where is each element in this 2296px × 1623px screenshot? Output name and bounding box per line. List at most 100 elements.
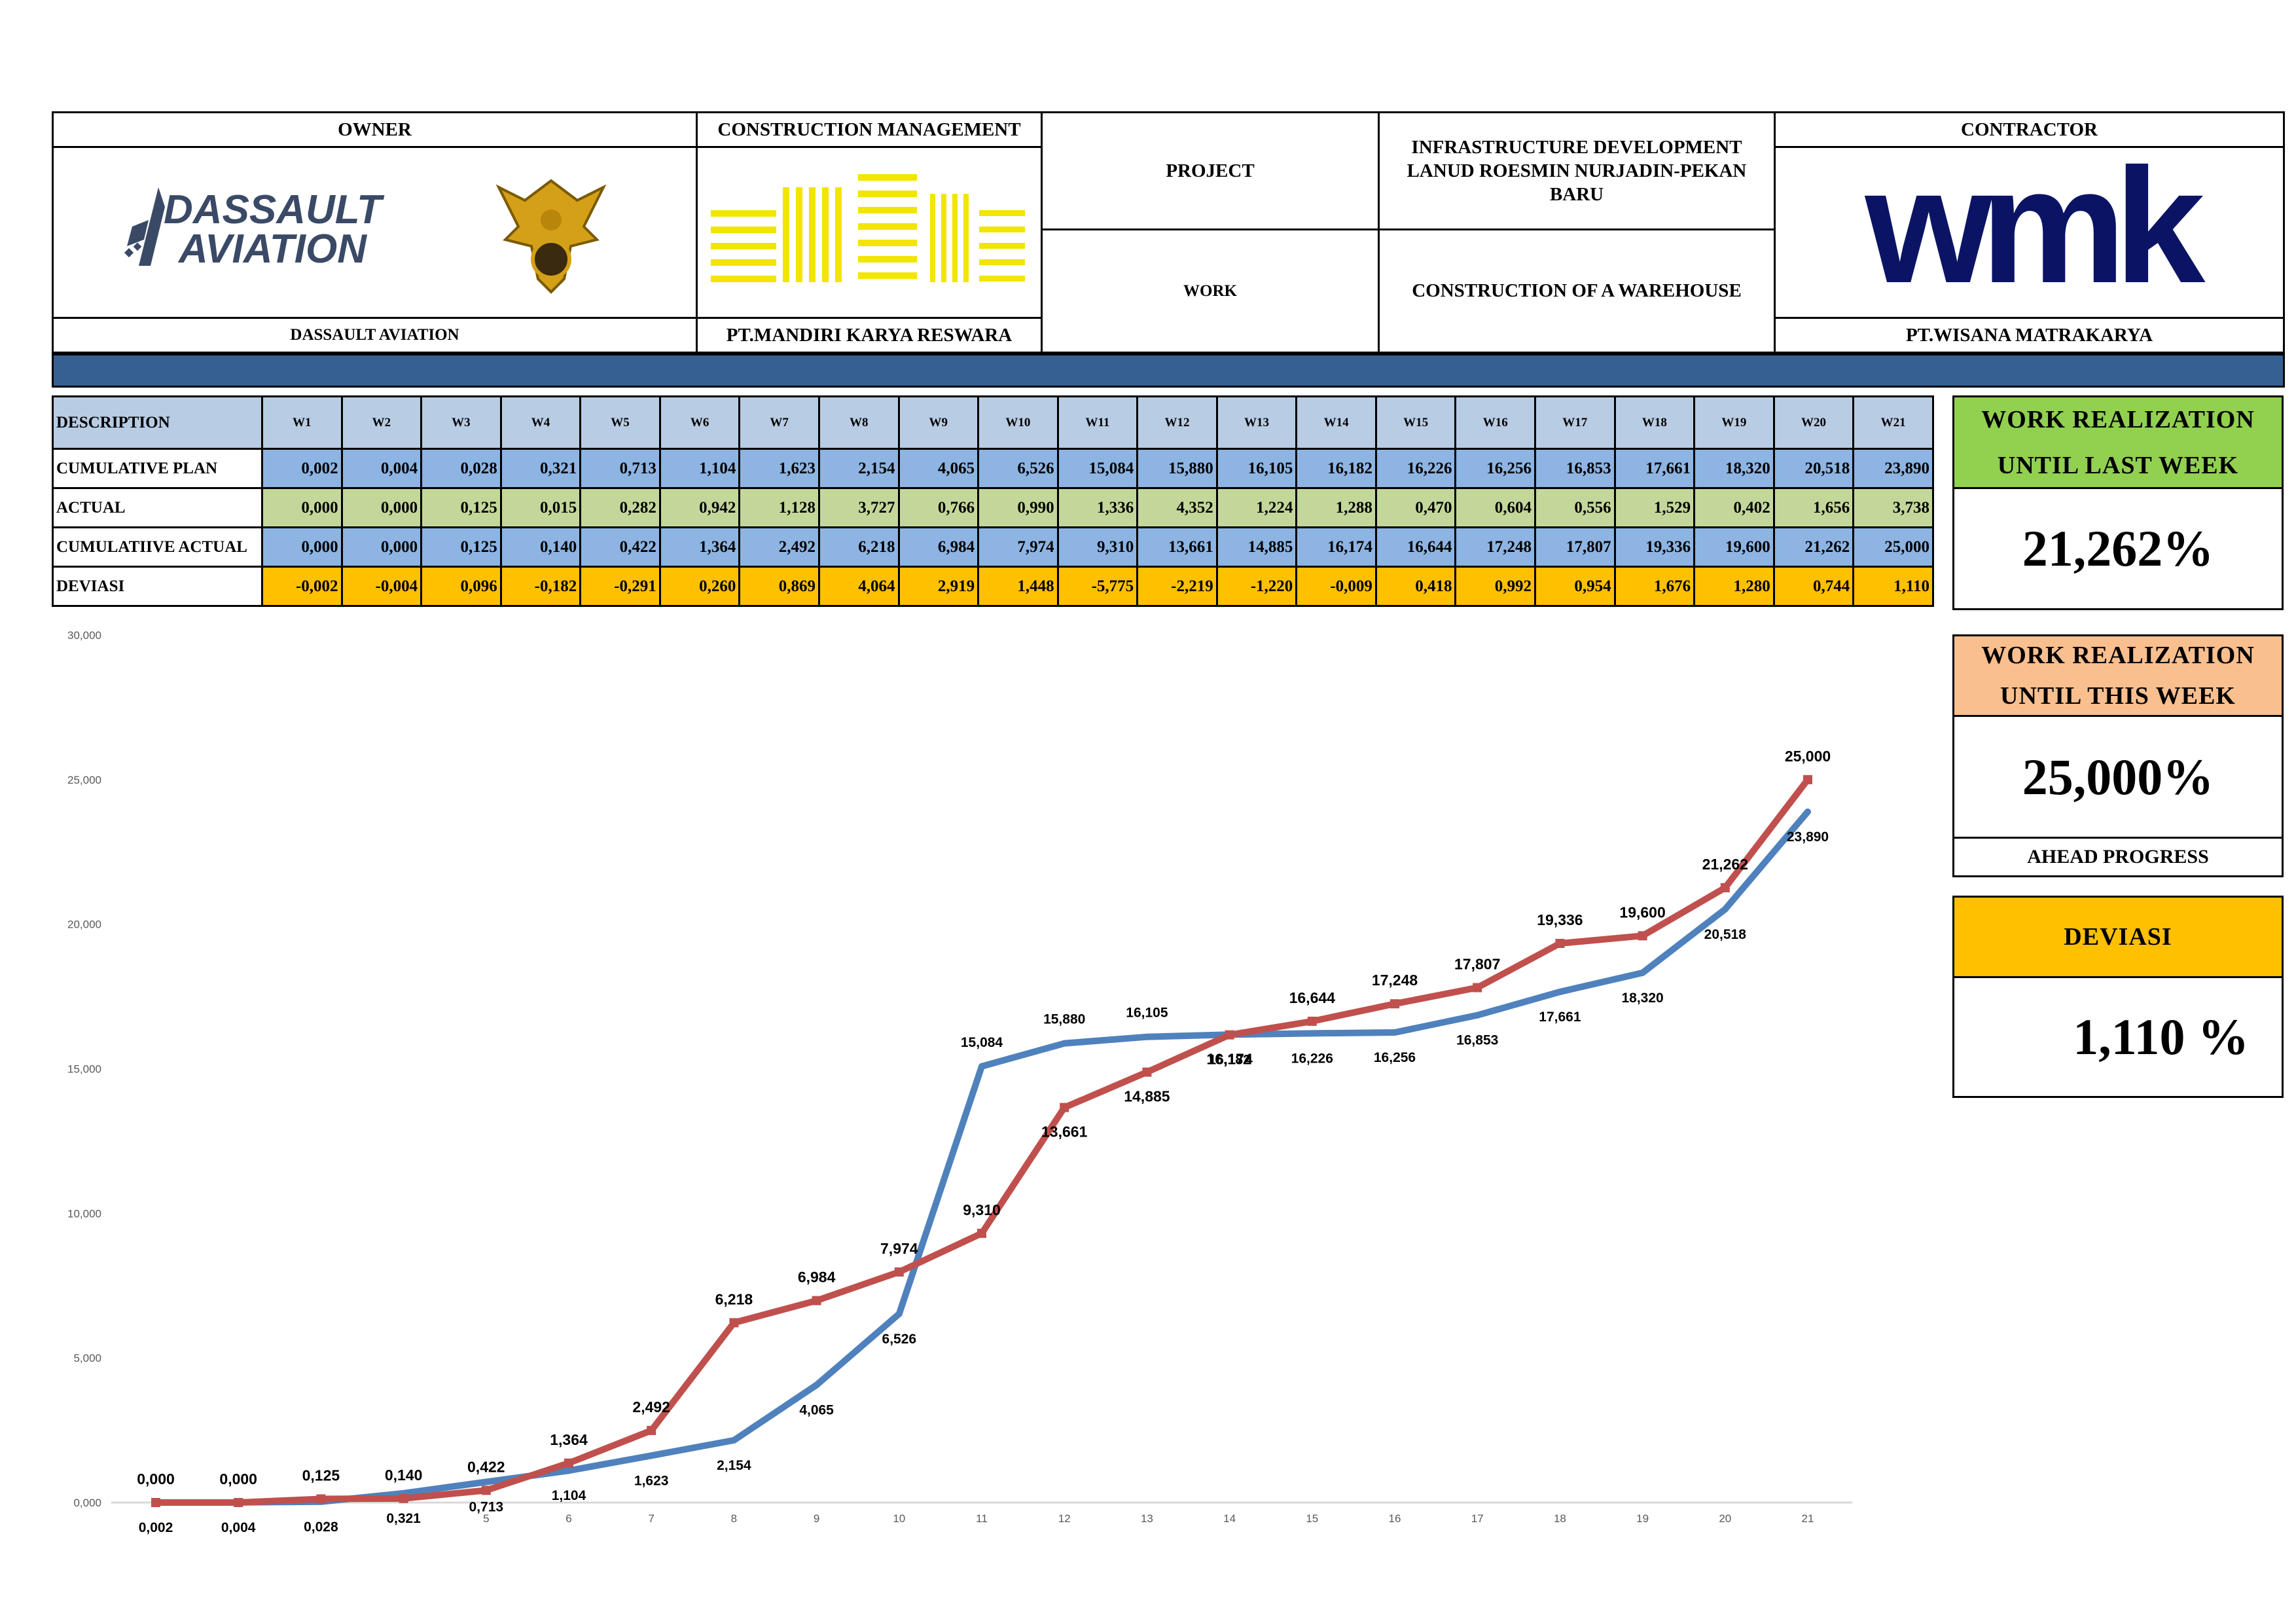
plan-marker <box>730 1436 738 1444</box>
table-cell: 17,807 <box>1534 526 1616 568</box>
table-cell: 18,320 <box>1693 448 1775 489</box>
table-cell: 15,084 <box>1056 448 1139 489</box>
owner-name: DASSAULT AVIATION <box>290 326 459 344</box>
actual-marker <box>1473 983 1482 993</box>
y-tick-label: 5,000 <box>73 1352 101 1364</box>
actual-marker <box>151 1498 160 1507</box>
plan-marker <box>565 1467 572 1474</box>
plan-data-label: 15,084 <box>961 1035 1003 1050</box>
plan-data-label: 16,105 <box>1126 1006 1168 1021</box>
week-header: W8 <box>817 395 900 450</box>
table-cell: 17,248 <box>1454 526 1536 568</box>
actual-marker <box>1555 938 1565 948</box>
actual-marker <box>399 1493 408 1503</box>
table-cell: 25,000 <box>1852 526 1934 568</box>
table-cell: 1,623 <box>738 448 820 489</box>
plan-marker <box>648 1452 655 1459</box>
table-cell: 2,154 <box>817 448 900 489</box>
last-week-value: 21,262% <box>2022 520 2214 577</box>
actual-data-label: 0,000 <box>137 1470 175 1487</box>
actual-marker <box>564 1458 573 1468</box>
x-tick-label: 19 <box>1636 1512 1649 1525</box>
table-cell: -0,182 <box>499 566 582 607</box>
status-cell: AHEAD PROGRESS <box>1952 837 2284 877</box>
table-cell: 0,282 <box>579 487 661 528</box>
table-cell: 0,869 <box>738 566 820 607</box>
plan-data-label: 15,880 <box>1043 1012 1085 1027</box>
table-cell: 13,661 <box>1136 526 1218 568</box>
x-tick-label: 18 <box>1554 1512 1566 1525</box>
wmk-logo: wmk <box>1865 134 2206 317</box>
deviasi-title-cell: DEVIASI <box>1952 896 2284 978</box>
plan-data-label: 0,713 <box>469 1500 504 1515</box>
table-cell: 0,422 <box>579 526 661 568</box>
week-header: W13 <box>1215 395 1298 450</box>
table-cell: 16,174 <box>1295 526 1377 568</box>
actual-marker <box>894 1267 904 1277</box>
table-cell: 0,015 <box>499 487 582 528</box>
week-header: W14 <box>1295 395 1377 450</box>
last-week-title-line2: UNTIL LAST WEEK <box>1997 451 2239 479</box>
actual-marker <box>1307 1016 1317 1026</box>
x-tick-label: 5 <box>483 1512 489 1525</box>
table-cell: 0,000 <box>340 526 423 568</box>
plan-marker <box>482 1478 490 1486</box>
cm-label: CONSTRUCTION MANAGEMENT <box>717 119 1021 140</box>
plan-data-label: 1,623 <box>634 1473 669 1488</box>
week-header: W1 <box>261 395 343 450</box>
actual-row: ACTUAL 0,000 0,000 0,125 0,015 0,282 0,942 1,12… <box>52 487 1934 528</box>
actual-marker <box>481 1486 491 1495</box>
actual-data-label: 19,600 <box>1619 903 1665 921</box>
week-header: W10 <box>977 395 1059 450</box>
deviasi-row: DEVIASI -0,002 -0,004 0,096 -0,182 -0,291 0,26… <box>52 566 1934 607</box>
week-header: W7 <box>738 395 820 450</box>
description-header: DESCRIPTION <box>52 395 263 450</box>
table-cell: -0,004 <box>340 566 423 607</box>
table-cell: 1,336 <box>1056 487 1139 528</box>
table-cell: 16,226 <box>1374 448 1457 489</box>
table-cell: 2,919 <box>897 566 980 607</box>
cm-name-cell: PT.MANDIRI KARYA RESWARA <box>696 317 1043 354</box>
table-cell: 3,738 <box>1852 487 1934 528</box>
table-cell: 15,880 <box>1136 448 1218 489</box>
dassault-mark-icon <box>124 187 165 266</box>
y-tick-label: 20,000 <box>67 919 101 931</box>
table-cell: 16,105 <box>1215 448 1298 489</box>
plan-data-label: 0,028 <box>304 1520 338 1535</box>
x-tick-label: 14 <box>1223 1512 1236 1525</box>
table-cell: 16,182 <box>1295 448 1377 489</box>
owner-label: OWNER <box>338 119 412 140</box>
last-week-title-line1: WORK REALIZATION <box>1981 405 2255 433</box>
week-header: W21 <box>1852 395 1934 450</box>
x-tick-label: 7 <box>648 1512 654 1525</box>
table-cell: 0,028 <box>420 448 502 489</box>
project-value-cell: INFRASTRUCTURE DEVELOPMENT LANUD ROESMIN… <box>1378 111 1776 230</box>
actual-marker <box>977 1228 986 1238</box>
table-cell: 0,604 <box>1454 487 1536 528</box>
plan-data-label: 1,104 <box>552 1488 586 1503</box>
table-cell: 0,942 <box>658 487 741 528</box>
plan-marker <box>1474 1012 1481 1019</box>
plan-marker <box>1391 1029 1398 1036</box>
plan-marker <box>895 1310 903 1317</box>
y-tick-label: 25,000 <box>67 774 101 786</box>
x-tick-label: 16 <box>1389 1512 1401 1525</box>
week-header: W6 <box>658 395 741 450</box>
table-cell: 1,110 <box>1852 566 1934 607</box>
table-cell: 9,310 <box>1056 526 1139 568</box>
actual-data-label: 9,310 <box>963 1201 1001 1218</box>
table-cell: 0,125 <box>420 526 502 568</box>
week-header: W3 <box>420 395 502 450</box>
plan-data-label: 16,853 <box>1456 1033 1498 1048</box>
table-cell: 16,853 <box>1534 448 1616 489</box>
actual-marker <box>316 1494 326 1504</box>
week-header: W15 <box>1374 395 1457 450</box>
table-cell: 16,644 <box>1374 526 1457 568</box>
actual-data-label: 0,422 <box>467 1458 505 1475</box>
table-cell: 6,218 <box>817 526 900 568</box>
progress-table: DESCRIPTION W1 W2 W3 W4 W5 W6 W7 W8 W9 W10 W11 W12 W… <box>52 395 1934 607</box>
this-week-title-line1: WORK REALIZATION <box>1981 642 2255 669</box>
cm-logo-icon <box>711 174 1025 282</box>
actual-marker <box>812 1296 821 1305</box>
